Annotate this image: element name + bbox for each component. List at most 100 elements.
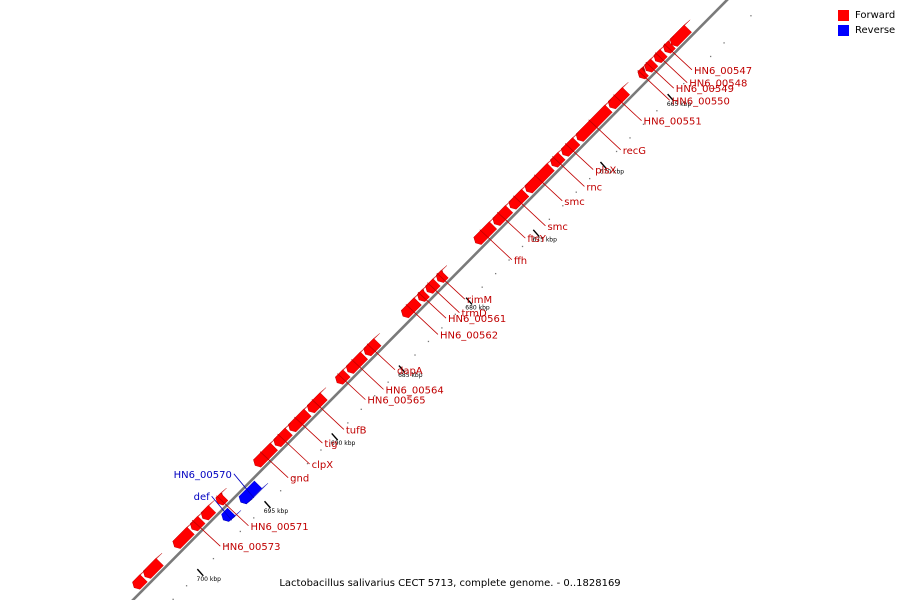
feature-block bbox=[492, 200, 514, 226]
label-leader bbox=[637, 70, 671, 101]
feature-label: def bbox=[194, 492, 211, 503]
ruler-tick bbox=[331, 432, 339, 441]
ruler-dot bbox=[306, 462, 309, 465]
feature-label: smc bbox=[547, 222, 567, 233]
legend-reverse: Reverse bbox=[838, 23, 895, 38]
ruler-tick bbox=[264, 500, 272, 509]
feature-block bbox=[560, 132, 581, 157]
feature-block bbox=[473, 216, 498, 245]
label-leader bbox=[337, 373, 366, 400]
feature-block bbox=[417, 284, 430, 302]
ruler-dot bbox=[239, 530, 241, 533]
ruler-dot bbox=[494, 272, 497, 275]
ruler-dot bbox=[293, 476, 295, 478]
ruler-dot bbox=[360, 408, 362, 410]
feature-block bbox=[607, 82, 631, 110]
ruler-dot bbox=[414, 354, 416, 356]
feature-block bbox=[143, 553, 164, 579]
feature-block bbox=[221, 507, 242, 522]
feature-label: HN6_00561 bbox=[448, 314, 506, 325]
legend-forward-label: Forward bbox=[855, 10, 896, 21]
feature-block bbox=[253, 437, 278, 468]
label-leader bbox=[294, 416, 323, 444]
feature-block bbox=[215, 487, 229, 506]
ruler-dot bbox=[575, 191, 577, 193]
feature-label: HN6_00565 bbox=[367, 396, 425, 407]
reverse-swatch bbox=[838, 25, 849, 36]
feature-label: clpX bbox=[312, 460, 334, 471]
ruler-dot bbox=[347, 422, 349, 424]
feature-block bbox=[637, 63, 649, 80]
feature-block bbox=[200, 500, 217, 521]
forward-swatch bbox=[838, 10, 849, 21]
feature-block bbox=[335, 364, 351, 385]
feature-block bbox=[238, 480, 269, 505]
ruler-dots bbox=[172, 15, 752, 600]
ruler-dot bbox=[427, 340, 430, 343]
feature-label: ftsY bbox=[527, 234, 546, 245]
tick-label: 665 kbp bbox=[667, 101, 692, 108]
ruler-dot bbox=[454, 313, 456, 315]
label-leader bbox=[645, 61, 675, 89]
ruler-tick bbox=[599, 161, 607, 170]
ruler-tick bbox=[667, 93, 675, 102]
tick-label: 700 kbp bbox=[197, 576, 222, 583]
feature-label: tufB bbox=[346, 425, 367, 436]
map-caption: Lactobacillus salivarius CECT 5713, comp… bbox=[279, 578, 621, 589]
label-leader bbox=[513, 195, 546, 227]
label-leader bbox=[211, 495, 232, 521]
ruler-dot bbox=[212, 557, 215, 560]
feature-label: HN6_00547 bbox=[694, 66, 752, 77]
ruler-dot bbox=[387, 381, 389, 383]
feature-label: trmD bbox=[461, 309, 487, 320]
ruler-ticks: 665 kbp 670 kbp 675 kbp 680 kbp 685 kbp 690 k… bbox=[196, 93, 692, 583]
ruler-dot bbox=[589, 177, 591, 180]
ruler-dot bbox=[709, 55, 712, 58]
label-leader bbox=[533, 174, 563, 202]
label-leader bbox=[497, 211, 526, 239]
label-leader bbox=[366, 343, 396, 371]
legend: Forward Reverse bbox=[838, 8, 895, 38]
feature-label: dapA bbox=[397, 366, 423, 377]
label-leader bbox=[479, 229, 513, 261]
ruler-dot bbox=[642, 123, 645, 125]
feature-label: ffh bbox=[514, 256, 527, 267]
feature-block bbox=[669, 19, 692, 47]
label-leader bbox=[436, 272, 466, 300]
feature-label: smc bbox=[564, 197, 584, 208]
feature-label: HN6_00573 bbox=[222, 542, 280, 553]
feature-label: HN6_00570 bbox=[174, 470, 232, 481]
feature-label: recG bbox=[623, 146, 646, 157]
ruler-tick bbox=[398, 365, 406, 373]
feature-block bbox=[190, 510, 206, 532]
feature-block bbox=[273, 422, 293, 448]
feature-label: HN6_00562 bbox=[440, 330, 498, 341]
feature-track bbox=[132, 19, 692, 590]
feature-block bbox=[653, 44, 668, 64]
ruler-dot bbox=[562, 205, 564, 207]
ruler-dot bbox=[683, 82, 685, 85]
feature-block bbox=[644, 53, 659, 73]
label-leader bbox=[654, 52, 688, 83]
label-leader bbox=[663, 43, 693, 71]
legend-forward: Forward bbox=[838, 8, 895, 23]
feature-label: HN6_00564 bbox=[386, 385, 444, 396]
label-leader bbox=[613, 94, 642, 122]
feature-block bbox=[132, 569, 148, 590]
feature-block bbox=[524, 158, 555, 194]
tick-label: 685 kbp bbox=[398, 372, 423, 379]
ruler-dot bbox=[172, 598, 174, 600]
feature-block bbox=[435, 265, 449, 283]
legend-reverse-label: Reverse bbox=[855, 25, 896, 36]
ruler-dot bbox=[629, 137, 631, 139]
ruler-tick bbox=[196, 568, 204, 577]
feature-label: HN6_00548 bbox=[689, 79, 747, 90]
feature-label: plsX bbox=[595, 166, 616, 177]
feature-label: rnc bbox=[586, 182, 602, 193]
ruler-dot bbox=[185, 585, 188, 587]
label-leader bbox=[427, 282, 460, 313]
ruler-dot bbox=[656, 110, 658, 112]
ruler-dot bbox=[279, 490, 282, 492]
feature-label: tig bbox=[324, 439, 337, 450]
